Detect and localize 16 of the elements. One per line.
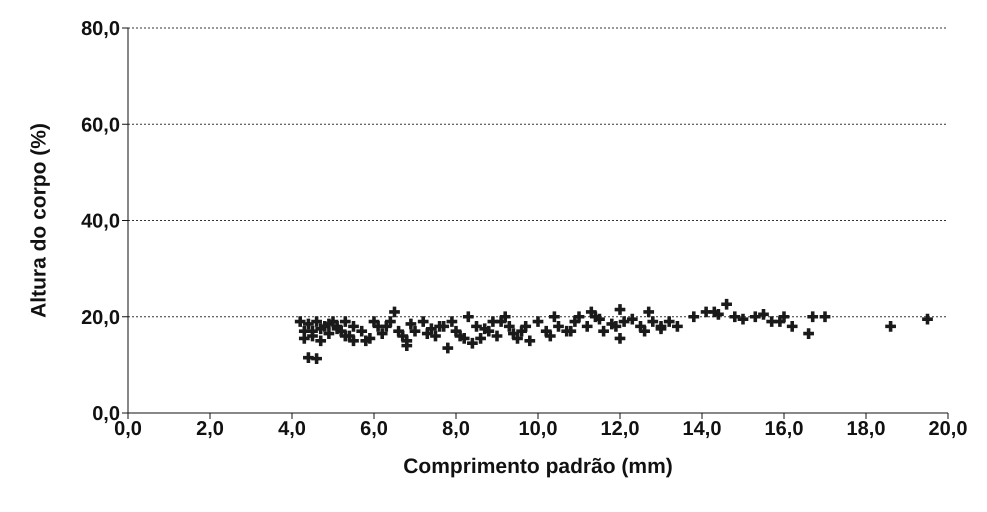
x-tick-label: 6,0 [360,418,388,440]
x-tick-label: 18,0 [846,418,886,440]
x-tick-label: 16,0 [764,418,804,440]
x-tick-label: 2,0 [196,418,224,440]
y-tick-label: 80,0 [81,18,120,40]
y-tick-label: 40,0 [81,210,120,233]
y-tick-label: 60,0 [81,114,120,136]
x-tick-label: 8,0 [442,418,470,440]
x-tick-label: 4,0 [278,418,306,440]
y-axis-title: Altura do corpo (%) [27,123,50,318]
x-tick-label: 20,0 [928,418,968,440]
x-axis-title: Comprimento padrão (mm) [403,455,673,478]
y-tick-label: 20,0 [81,306,120,329]
x-tick-label: 14,0 [682,418,722,440]
x-tick-label: 10,0 [518,418,558,440]
x-tick-label: 12,0 [600,418,640,440]
